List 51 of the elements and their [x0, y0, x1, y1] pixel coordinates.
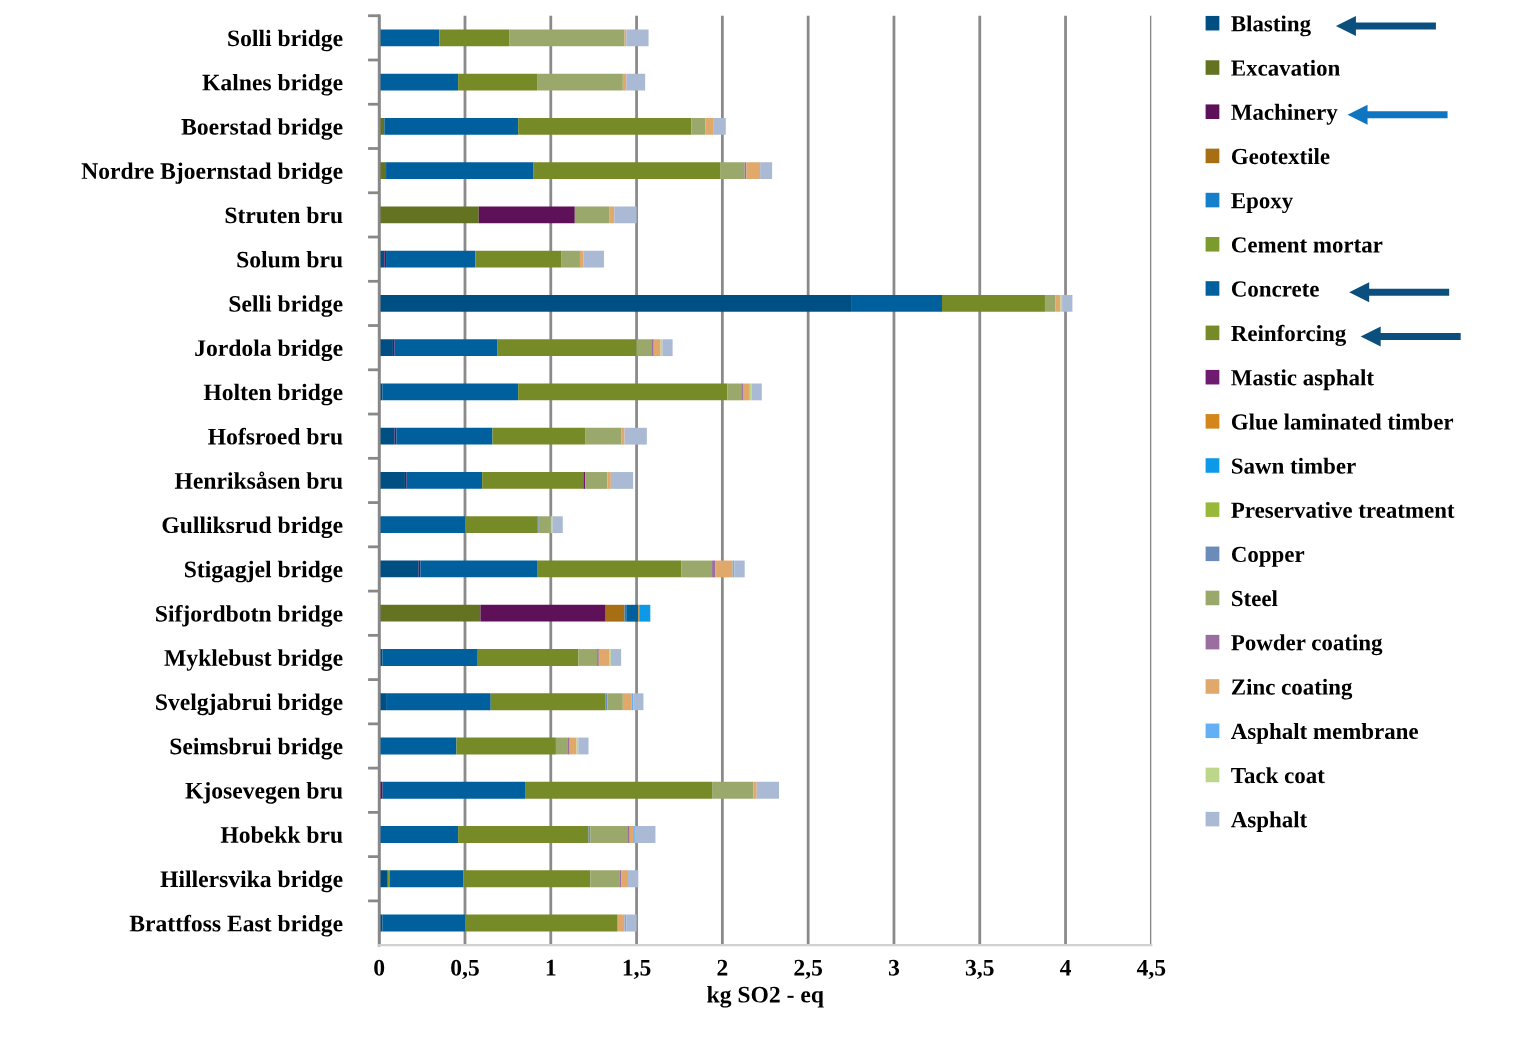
legend-label: Geotextile: [1231, 148, 1330, 165]
legend-label: Reinforcing: [1231, 324, 1347, 346]
legend-label: Copper: [1231, 546, 1305, 567]
y-tick-label: Boerstad bridge: [181, 118, 343, 140]
legend-label: Mastic asphalt: [1231, 369, 1374, 391]
y-tick-label: Solli bridge: [228, 29, 343, 52]
y-tick-label: Seimsbrui bridge: [170, 737, 343, 760]
x-tick-label: 3,5: [965, 959, 994, 980]
y-tick-label: Solum bru: [237, 250, 343, 268]
x-tick-label: 3: [888, 959, 900, 976]
x-tick-label: 0,5: [451, 959, 479, 980]
legend-label: Machinery: [1231, 103, 1338, 125]
x-tick-label: 2,5: [794, 959, 823, 980]
y-tick-label: Svelgjabrui bridge: [156, 693, 343, 716]
legend-label: Sawn timber: [1232, 457, 1356, 474]
y-tick-label: Henriksåsen bru: [174, 471, 343, 489]
legend-label: Asphalt: [1231, 811, 1308, 833]
x-tick-label: 2: [717, 959, 728, 976]
y-tick-label: Hobekk bru: [220, 826, 343, 843]
y-tick-label: Hofsroed bru: [208, 427, 343, 445]
legend-label: Concrete: [1231, 281, 1319, 297]
y-tick-label: Kalnes bridge: [202, 73, 343, 96]
y-tick-label: Gulliksrud bridge: [162, 516, 343, 539]
y-tick-label: Selli bridge: [229, 295, 343, 317]
y-tick-label: Sifjordbotn bridge: [156, 604, 343, 627]
y-tick-label: Struten bru: [225, 206, 343, 224]
x-tick-label: 0: [374, 959, 385, 976]
legend-label: Blasting: [1231, 15, 1311, 37]
x-tick-label: 4,5: [1136, 959, 1166, 980]
y-tick-label: Myklebust bridge: [164, 649, 343, 671]
legend-label: Asphalt membrane: [1231, 722, 1418, 744]
legend-label: Excavation: [1231, 59, 1340, 76]
y-tick-label: Hillersvika bridge: [160, 870, 343, 893]
legend-label: Epoxy: [1231, 193, 1293, 214]
y-tick-label: Nordre Bjoernstad bridge: [81, 162, 343, 185]
x-tick-label: 4: [1059, 959, 1072, 976]
x-tick-label: 1,5: [623, 959, 651, 980]
legend-label: Steel: [1232, 590, 1278, 607]
x-axis-title: kg SO2 - eq: [707, 986, 824, 1008]
legend-label: Tack coat: [1231, 767, 1325, 784]
y-tick-label: Stigagjel bridge: [184, 560, 343, 583]
y-tick-label: Holten bridge: [203, 383, 343, 406]
legend-label: Powder coating: [1231, 634, 1383, 656]
legend-label: Preservative treatment: [1231, 501, 1455, 518]
legend-label: Zinc coating: [1231, 678, 1353, 700]
y-tick-label: Jordola bridge: [195, 339, 343, 362]
y-tick-label: Brattfoss East bridge: [129, 914, 343, 937]
legend-label: Glue laminated timber: [1231, 413, 1454, 430]
y-tick-label: Kjosevegen bru: [185, 782, 343, 804]
x-tick-label: 1: [546, 959, 556, 976]
legend-label: Cement mortar: [1231, 237, 1383, 253]
